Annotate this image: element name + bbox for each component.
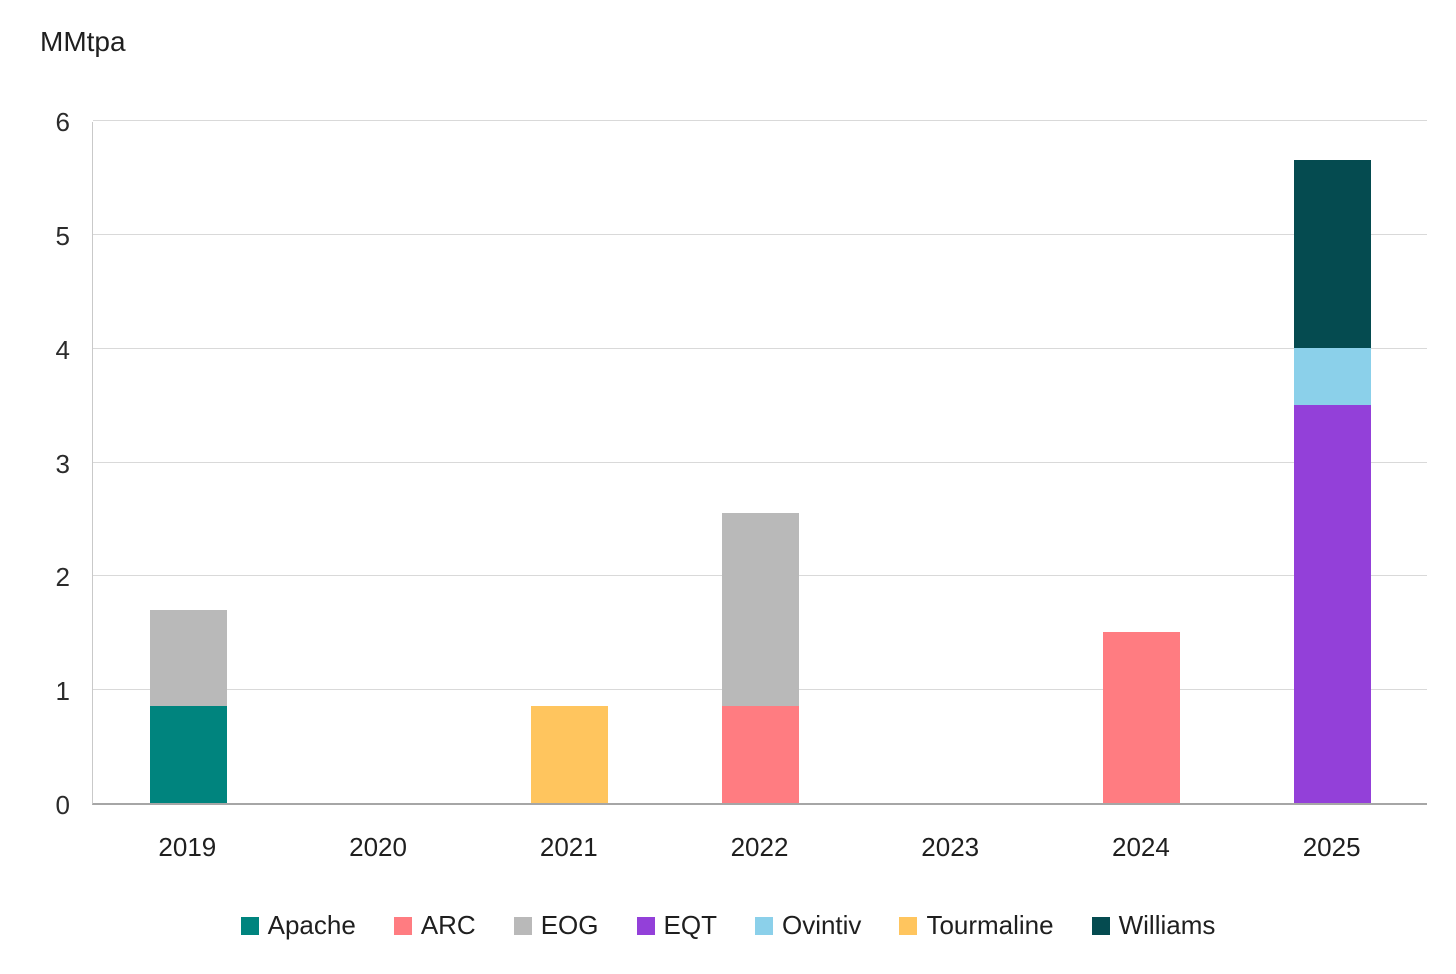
bar-2019-eog — [149, 609, 227, 707]
bar-2022-eog — [722, 512, 799, 707]
legend-swatch-icon — [1091, 916, 1110, 935]
y-tick-label-1: 1 — [55, 676, 70, 707]
x-tick-label-2024: 2024 — [1112, 832, 1170, 862]
gridline-y-5 — [93, 233, 1427, 235]
y-tick-label-2: 2 — [55, 562, 70, 593]
legend-item-eog: EOG — [513, 910, 599, 941]
legend-label: EQT — [663, 910, 717, 940]
legend-item-arc: ARC — [393, 910, 476, 941]
legend-label: Apache — [267, 910, 356, 940]
bar-2025-williams — [1294, 159, 1372, 348]
legend-label: Tourmaline — [926, 910, 1054, 940]
y-tick-label-5: 5 — [55, 220, 70, 251]
legend-label: EOG — [540, 910, 599, 940]
gridline-y-6 — [93, 120, 1427, 121]
legend-swatch-icon — [393, 916, 412, 935]
legend-label: Ovintiv — [781, 910, 862, 940]
y-tick-label-6: 6 — [55, 107, 70, 137]
x-tick-label-2022: 2022 — [730, 832, 789, 862]
legend-label: Williams — [1118, 910, 1216, 940]
gridline-y-3 — [93, 461, 1427, 463]
x-tick-label-2021: 2021 — [539, 832, 598, 862]
legend-swatch-icon — [636, 916, 655, 935]
legend-swatch-icon — [240, 916, 259, 935]
legend-swatch-icon — [513, 916, 532, 935]
y-axis-title: MMtpa — [40, 26, 126, 57]
bar-2025-eqt — [1294, 404, 1372, 803]
plot-area — [92, 120, 1427, 805]
y-tick-label-3: 3 — [55, 448, 70, 479]
x-tick-label-2020: 2020 — [349, 832, 407, 862]
bar-2021-tourmaline — [531, 706, 609, 803]
bar-2025-ovintiv — [1294, 347, 1372, 405]
x-tick-label-2025: 2025 — [1302, 832, 1361, 862]
bar-2022-arc — [722, 706, 799, 803]
x-tick-label-2023: 2023 — [921, 832, 980, 862]
y-tick-label-0: 0 — [55, 790, 70, 820]
legend-item-eqt: EQT — [636, 910, 717, 941]
x-tick-label-2019: 2019 — [158, 832, 217, 862]
gridline-y-4 — [93, 347, 1427, 349]
bar-2024-arc — [1103, 632, 1181, 803]
legend-item-williams: Williams — [1091, 910, 1216, 941]
legend-label: ARC — [420, 910, 476, 940]
legend-swatch-icon — [754, 916, 773, 935]
legend-item-tourmaline: Tourmaline — [899, 910, 1054, 941]
legend: Apache ARC EOG EQT Ovintiv Tourmaline Williams — [0, 910, 1456, 941]
legend-item-ovintiv: Ovintiv — [754, 910, 862, 941]
y-tick-label-4: 4 — [55, 334, 70, 365]
legend-swatch-icon — [899, 916, 918, 935]
bar-2019-apache — [149, 706, 227, 803]
legend-item-apache: Apache — [240, 910, 356, 941]
